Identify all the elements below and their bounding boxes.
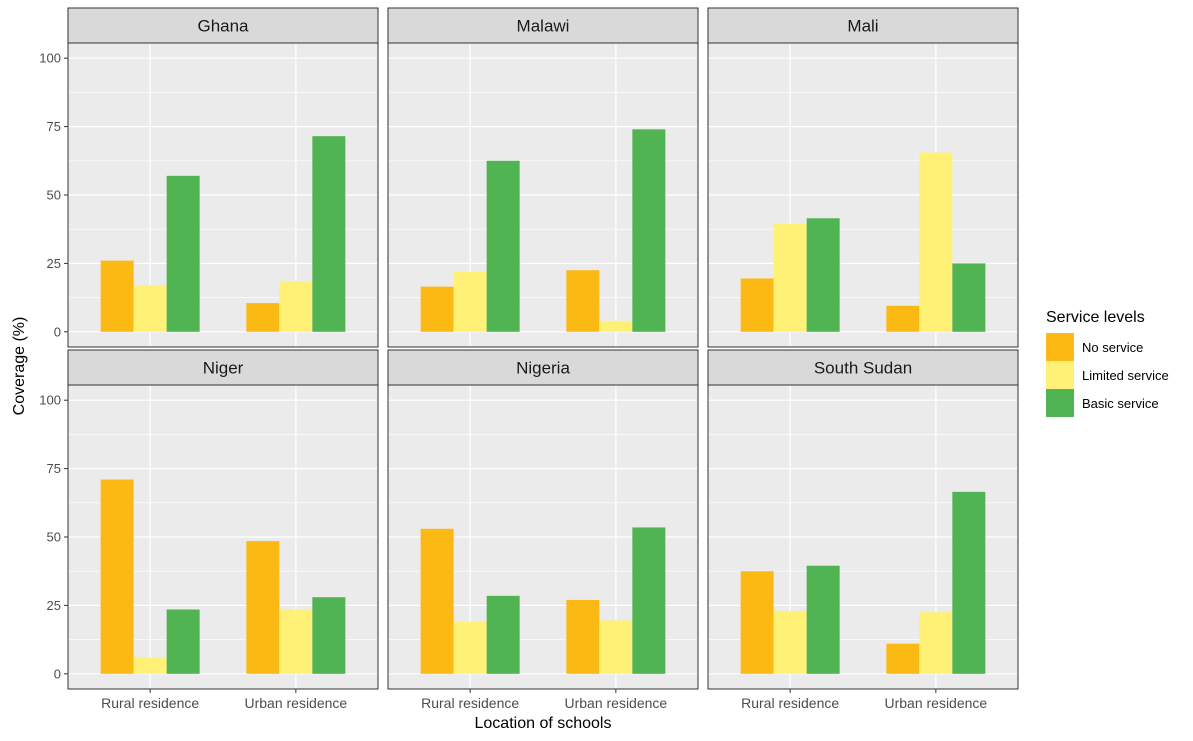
bar xyxy=(806,565,840,674)
bar xyxy=(632,129,666,332)
bar xyxy=(133,657,167,674)
bar xyxy=(246,541,280,674)
bar xyxy=(632,527,666,674)
y-axis: 0 25 50 75 100 0 25 50 75 100 xyxy=(39,51,68,681)
facet-strip xyxy=(67,7,379,44)
y-tick-label: 100 xyxy=(39,393,61,408)
bar xyxy=(312,597,346,674)
legend-key xyxy=(1046,361,1074,389)
bar xyxy=(599,620,633,674)
x-axis-title: Location of schools xyxy=(475,715,612,732)
bar xyxy=(279,281,313,332)
bar xyxy=(100,260,134,332)
y-tick-label: 25 xyxy=(47,598,61,613)
x-tick-label: Urban residence xyxy=(244,695,347,711)
bar xyxy=(166,175,200,332)
legend-key xyxy=(1046,389,1074,417)
panel-border xyxy=(387,42,699,348)
facet-mali: Mali xyxy=(707,7,1019,348)
x-tick-label: Rural residence xyxy=(101,695,199,711)
bar xyxy=(133,285,167,332)
bar xyxy=(566,270,600,332)
y-tick-label: 50 xyxy=(47,188,61,203)
legend-key xyxy=(1046,333,1074,361)
facet-strip-label: Niger xyxy=(203,359,244,378)
bar xyxy=(486,160,520,332)
x-tick-label: Rural residence xyxy=(421,695,519,711)
y-tick-label: 75 xyxy=(47,119,61,134)
bar xyxy=(919,152,953,332)
bar xyxy=(740,278,774,332)
facet-strip xyxy=(387,349,699,386)
y-tick-label: 100 xyxy=(39,51,61,66)
x-tick-label: Urban residence xyxy=(564,695,667,711)
y-tick-label: 25 xyxy=(47,256,61,271)
bar xyxy=(952,263,986,332)
bar xyxy=(246,303,280,332)
x-tick-label: Rural residence xyxy=(741,695,839,711)
legend-label: No service xyxy=(1082,340,1143,355)
legend-title: Service levels xyxy=(1046,309,1145,326)
facet-strip-label: Mali xyxy=(847,17,878,36)
legend: Service levels No service Limited service… xyxy=(1046,309,1169,417)
bar xyxy=(886,643,920,674)
panel-border xyxy=(387,384,699,690)
facet-strip-label: Malawi xyxy=(517,17,570,36)
bar xyxy=(566,599,600,674)
facet-strip xyxy=(707,349,1019,386)
bar xyxy=(453,271,487,332)
facet-strip xyxy=(387,7,699,44)
bar xyxy=(952,491,986,674)
bar xyxy=(740,571,774,674)
facet-strip-label: Nigeria xyxy=(516,359,570,378)
bar xyxy=(166,609,200,674)
bar xyxy=(100,479,134,674)
x-axis: Rural residence Urban residence Rural resi… xyxy=(101,689,987,711)
facet-malawi: Malawi xyxy=(387,7,699,348)
legend-label: Basic service xyxy=(1082,396,1159,411)
facet-strip xyxy=(707,7,1019,44)
facet-nigeria: Nigeria xyxy=(387,349,699,690)
bar xyxy=(886,305,920,332)
y-tick-label: 50 xyxy=(47,530,61,545)
bar xyxy=(420,286,454,332)
panel-border xyxy=(707,42,1019,348)
y-axis-title: Coverage (%) xyxy=(11,317,28,416)
facet-niger: Niger xyxy=(67,349,379,690)
bar xyxy=(773,223,807,332)
bar xyxy=(919,612,953,674)
bar xyxy=(773,610,807,674)
bar xyxy=(312,136,346,332)
bar xyxy=(486,595,520,674)
legend-label: Limited service xyxy=(1082,368,1169,383)
x-tick-label: Urban residence xyxy=(884,695,987,711)
y-tick-label: 75 xyxy=(47,461,61,476)
facet-strip-label: Ghana xyxy=(197,17,249,36)
bar xyxy=(806,218,840,332)
bar xyxy=(453,621,487,674)
facet-strip-label: South Sudan xyxy=(814,359,912,378)
facet-south-sudan: South Sudan xyxy=(707,349,1019,690)
bar xyxy=(420,528,454,674)
y-tick-label: 0 xyxy=(54,324,61,339)
bar xyxy=(599,320,633,332)
bar xyxy=(279,609,313,674)
facet-strip xyxy=(67,349,379,386)
facet-ghana: Ghana xyxy=(67,7,379,348)
y-tick-label: 0 xyxy=(54,666,61,681)
facet-panels: Ghana Malawi Mali Niger Nigeria South Sudan xyxy=(67,7,1019,690)
panel-border xyxy=(707,384,1019,690)
